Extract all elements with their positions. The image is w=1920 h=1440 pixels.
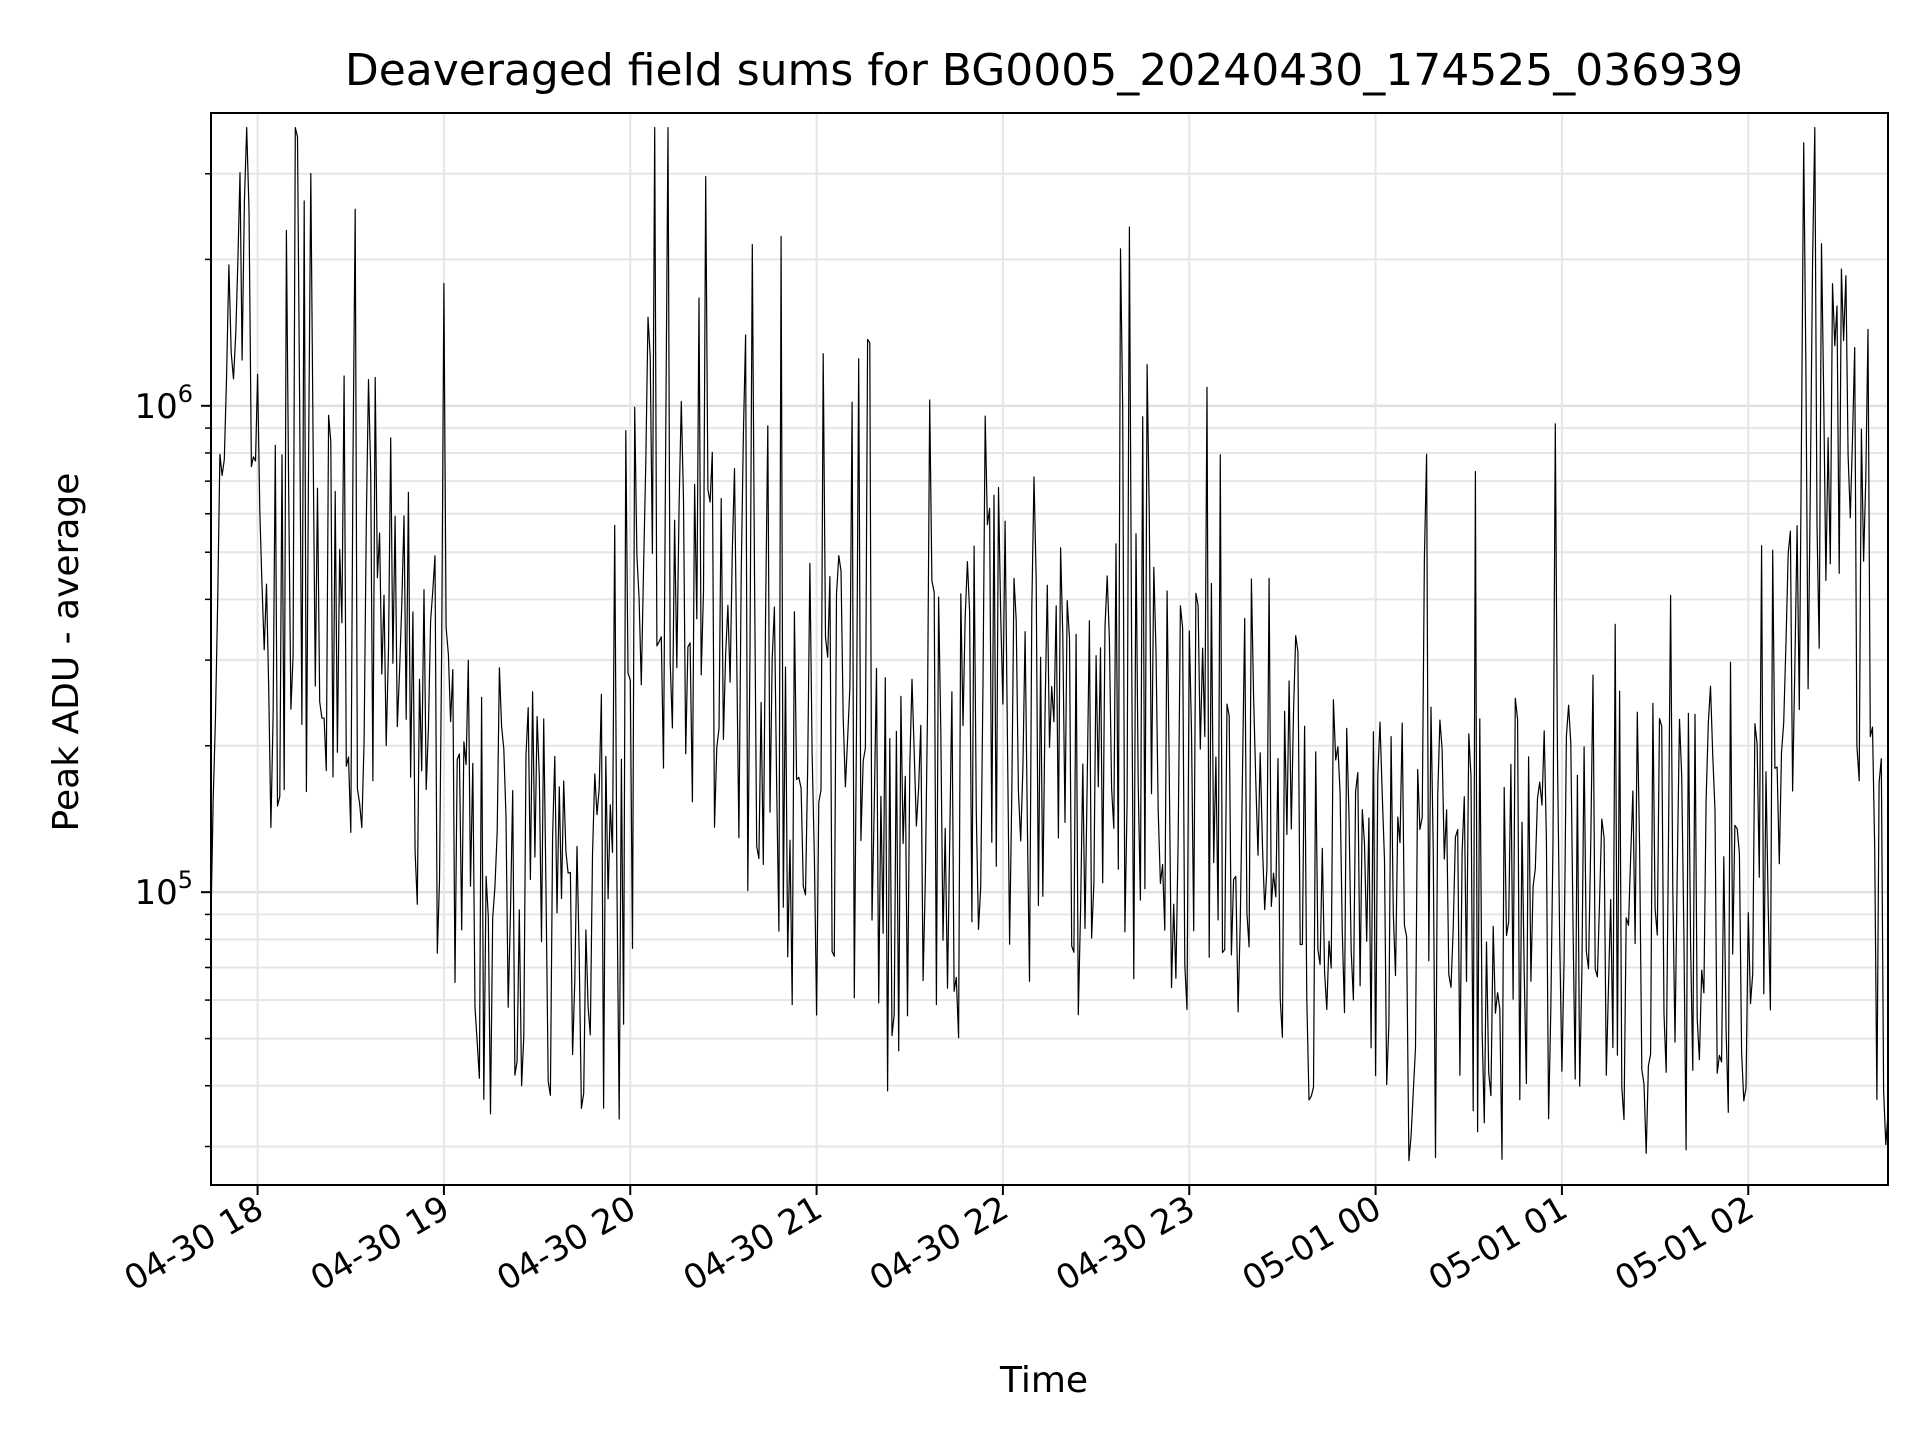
y-axis-label: Peak ADU - average <box>46 473 87 832</box>
plot-area-frame <box>210 112 1889 1186</box>
y-tick-label: 106 <box>134 380 193 427</box>
y-axis-ticks: 105 106 <box>134 173 211 1148</box>
y-tick-label: 105 <box>134 866 193 913</box>
data-series <box>210 127 1889 1162</box>
grid-lines <box>211 113 1888 1185</box>
chart-title: Deaveraged field sums for BG0005_2024043… <box>345 45 1743 96</box>
x-axis-label: Time <box>999 1360 1088 1401</box>
series-line <box>210 127 1889 1162</box>
